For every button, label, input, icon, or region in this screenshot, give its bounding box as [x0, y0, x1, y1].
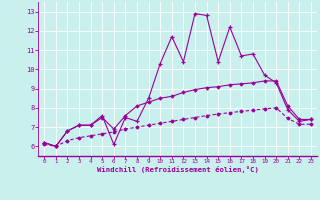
X-axis label: Windchill (Refroidissement éolien,°C): Windchill (Refroidissement éolien,°C) — [97, 166, 259, 173]
